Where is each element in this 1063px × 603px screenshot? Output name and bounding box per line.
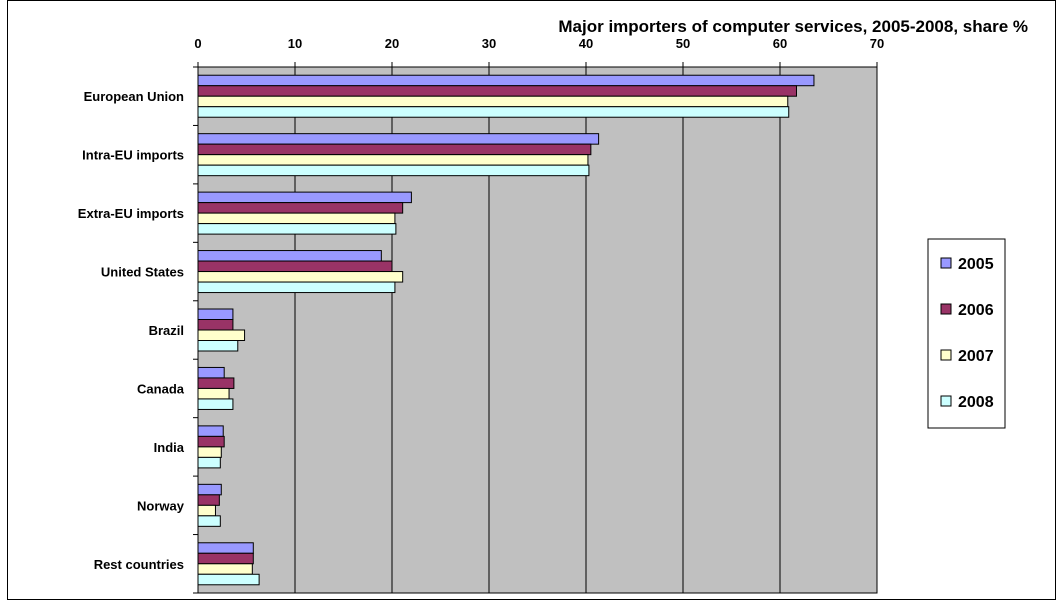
bar-2008 — [197, 164, 590, 177]
bar-2007 — [197, 446, 222, 458]
x-tick-label: 60 — [773, 36, 787, 51]
legend-swatch — [940, 257, 952, 269]
bar-2008 — [197, 573, 260, 586]
bar-2008 — [197, 398, 234, 410]
bar-2006 — [197, 85, 797, 97]
bar-2007 — [197, 212, 396, 225]
bar-2006 — [197, 494, 220, 506]
legend-label: 2005 — [958, 256, 994, 273]
bar-2007 — [197, 95, 789, 108]
legend-label: 2006 — [958, 302, 994, 319]
bar-2005 — [197, 74, 815, 87]
category-label: Rest countries — [94, 557, 184, 572]
bar-2005 — [197, 308, 234, 320]
x-tick-label: 70 — [870, 36, 884, 51]
bar-2006 — [197, 552, 254, 565]
bar-2007 — [197, 271, 404, 283]
bar-2007 — [197, 504, 216, 517]
legend: 2005 2006 2007 2008 — [927, 238, 1006, 429]
x-tick-label: 50 — [676, 36, 690, 51]
category-label: India — [154, 440, 185, 455]
bar-2006 — [197, 202, 404, 214]
bar-2005 — [197, 133, 600, 145]
chart-frame: 0 10 20 30 40 50 60 70 European Union Intra-EU im… — [7, 0, 1056, 600]
bar-2006 — [197, 435, 225, 448]
bar-2006 — [197, 377, 235, 389]
bar-2008 — [197, 515, 221, 527]
bar-2008 — [197, 340, 239, 352]
x-tick-label: 10 — [288, 36, 302, 51]
x-tick-label: 30 — [482, 36, 496, 51]
legend-label: 2007 — [958, 348, 994, 365]
bar-2005 — [197, 250, 382, 262]
bar-2008 — [197, 456, 221, 469]
legend-swatch — [940, 349, 952, 361]
category-label: United States — [101, 265, 184, 280]
bar-2005 — [197, 191, 412, 204]
category-label: Extra-EU imports — [78, 206, 184, 221]
x-tick-label: 20 — [385, 36, 399, 51]
bar-2006 — [197, 319, 234, 331]
bar-2006 — [197, 260, 393, 273]
legend-swatch — [940, 395, 952, 407]
category-label: Intra-EU imports — [82, 148, 184, 163]
category-label: Canada — [137, 381, 185, 396]
category-label: Norway — [137, 498, 185, 513]
bar-2007 — [197, 563, 253, 575]
bar-2007 — [197, 329, 246, 341]
bar-2005 — [197, 366, 225, 379]
x-tick-label: 0 — [194, 36, 201, 51]
bar-2008 — [197, 223, 397, 235]
bar-2007 — [197, 387, 230, 400]
bar-2005 — [197, 425, 224, 437]
bar-2008 — [197, 281, 396, 294]
bar-2007 — [197, 154, 589, 166]
bar-2005 — [197, 542, 254, 554]
bar-chart: 0 10 20 30 40 50 60 70 European Union Intra-EU im… — [78, 17, 1028, 594]
bar-2008 — [197, 106, 790, 118]
legend-swatch — [940, 303, 952, 315]
category-label: Brazil — [149, 323, 184, 338]
x-tick-label: 40 — [579, 36, 593, 51]
chart-title: Major importers of computer services, 20… — [558, 17, 1028, 36]
bar-2005 — [197, 483, 222, 496]
legend-label: 2008 — [958, 394, 994, 411]
category-label: European Union — [84, 89, 184, 104]
bar-2006 — [197, 143, 592, 156]
